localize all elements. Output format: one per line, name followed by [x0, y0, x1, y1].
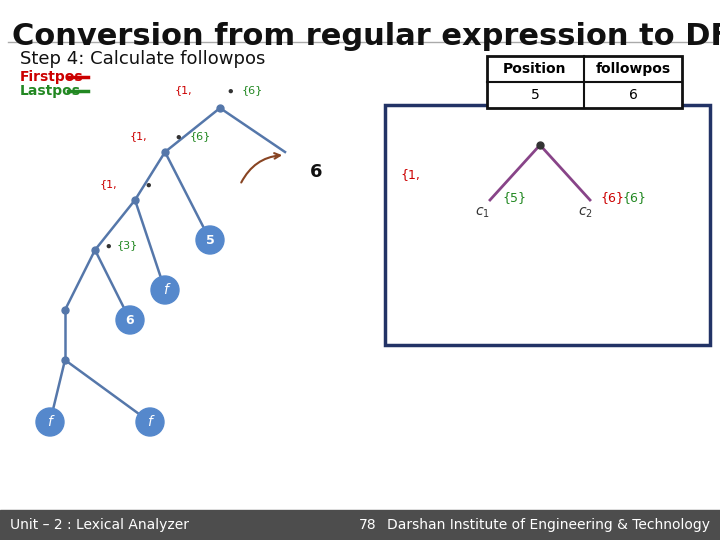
- Text: {3}: {3}: [117, 240, 138, 250]
- Text: 6: 6: [629, 88, 637, 102]
- Text: $\boldsymbol{c_1}$: $\boldsymbol{c_1}$: [474, 206, 490, 220]
- Text: {1,: {1,: [400, 168, 420, 181]
- Text: f: f: [48, 415, 53, 429]
- Text: Step 4: Calculate followpos: Step 4: Calculate followpos: [20, 50, 266, 68]
- Text: Unit – 2 : Lexical Analyzer: Unit – 2 : Lexical Analyzer: [10, 518, 189, 532]
- Text: 78: 78: [359, 518, 377, 532]
- Text: $\boldsymbol{c_2}$: $\boldsymbol{c_2}$: [577, 206, 593, 220]
- Text: f: f: [163, 283, 168, 297]
- Text: f: f: [148, 415, 153, 429]
- Text: Darshan Institute of Engineering & Technology: Darshan Institute of Engineering & Techn…: [387, 518, 710, 532]
- Bar: [385, 105, 710, 345]
- Text: {1,: {1,: [175, 85, 193, 95]
- Text: $\bullet$: $\bullet$: [225, 83, 234, 98]
- Text: Lastpos: Lastpos: [20, 84, 81, 98]
- Circle shape: [36, 408, 64, 436]
- Text: 5: 5: [206, 233, 215, 246]
- Text: $\bullet$: $\bullet$: [103, 238, 112, 253]
- Text: Firstpos: Firstpos: [20, 70, 84, 84]
- Text: {6}: {6}: [600, 192, 624, 205]
- Text: {1,: {1,: [130, 131, 148, 141]
- Text: {6}: {6}: [190, 131, 211, 141]
- Text: Conversion from regular expression to DFA: Conversion from regular expression to DF…: [12, 22, 720, 51]
- Bar: [0, 510, 720, 540]
- Text: followpos: followpos: [595, 62, 670, 76]
- Circle shape: [136, 408, 164, 436]
- Text: {6}: {6}: [622, 192, 646, 205]
- Text: {6}: {6}: [242, 85, 264, 95]
- Circle shape: [116, 306, 144, 334]
- Text: {1,: {1,: [100, 179, 117, 189]
- Bar: [487, 56, 682, 108]
- Text: Position: Position: [503, 62, 567, 76]
- Text: $\bullet$: $\bullet$: [173, 129, 182, 144]
- Text: {5}: {5}: [502, 192, 526, 205]
- Text: $\bullet$: $\bullet$: [143, 177, 152, 192]
- Text: 5: 5: [531, 88, 539, 102]
- Circle shape: [151, 276, 179, 304]
- Text: 6: 6: [126, 314, 135, 327]
- Text: 6: 6: [310, 163, 323, 181]
- Circle shape: [196, 226, 224, 254]
